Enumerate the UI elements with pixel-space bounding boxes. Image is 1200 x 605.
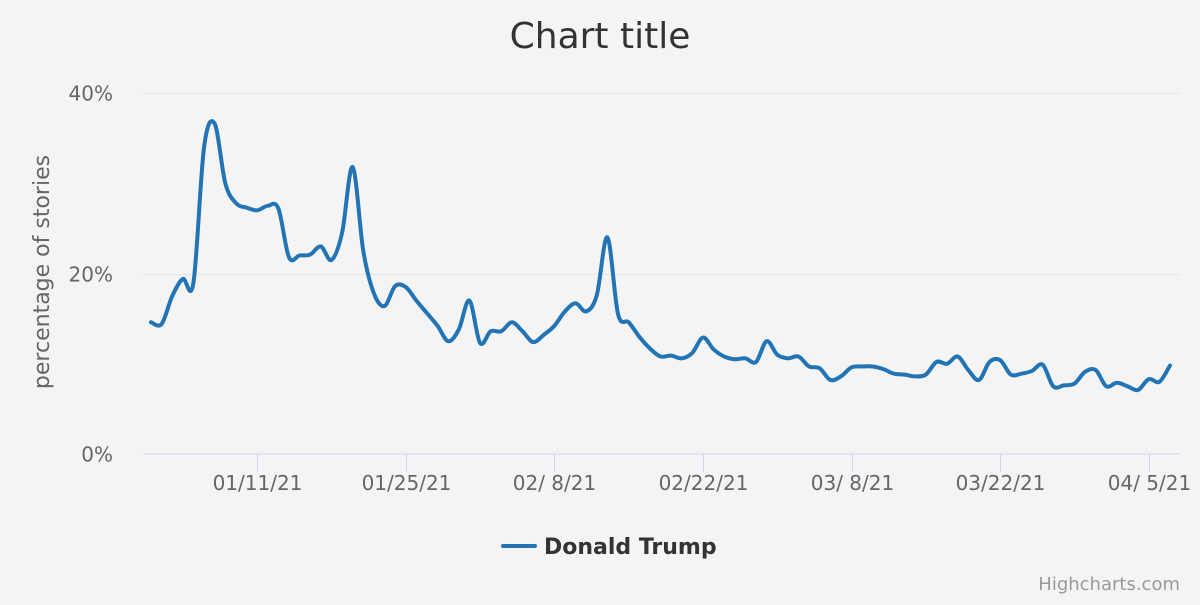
y-axis-title: percentage of stories	[30, 155, 55, 389]
x-tick-label: 01/25/21	[362, 471, 452, 495]
x-tick-label: 03/ 8/21	[811, 471, 894, 495]
series-line-donald-trump[interactable]	[149, 119, 1172, 393]
legend-label-donald-trump[interactable]: Donald Trump	[544, 535, 717, 560]
y-axis-tick-labels: 0% 20% 40%	[69, 82, 113, 467]
x-tick-label: 03/22/21	[956, 471, 1046, 495]
chart-title: Chart title	[510, 16, 691, 57]
y-tick-label: 40%	[69, 82, 113, 106]
x-tick-label: 02/22/21	[659, 471, 749, 495]
credits-link[interactable]: Highcharts.com	[1038, 574, 1180, 595]
y-tick-label: 0%	[81, 443, 113, 467]
x-tick-label: 02/ 8/21	[513, 471, 596, 495]
y-tick-label: 20%	[69, 263, 113, 287]
grid-lines	[143, 93, 1180, 275]
x-axis-ticks: 01/11/21 01/25/21 02/ 8/21 02/22/21 03/ 8/21…	[213, 454, 1191, 495]
series-group	[149, 119, 1172, 393]
legend[interactable]: Donald Trump	[501, 535, 717, 560]
x-tick-label: 01/11/21	[213, 471, 303, 495]
x-tick-label: 04/ 5/21	[1108, 471, 1191, 495]
